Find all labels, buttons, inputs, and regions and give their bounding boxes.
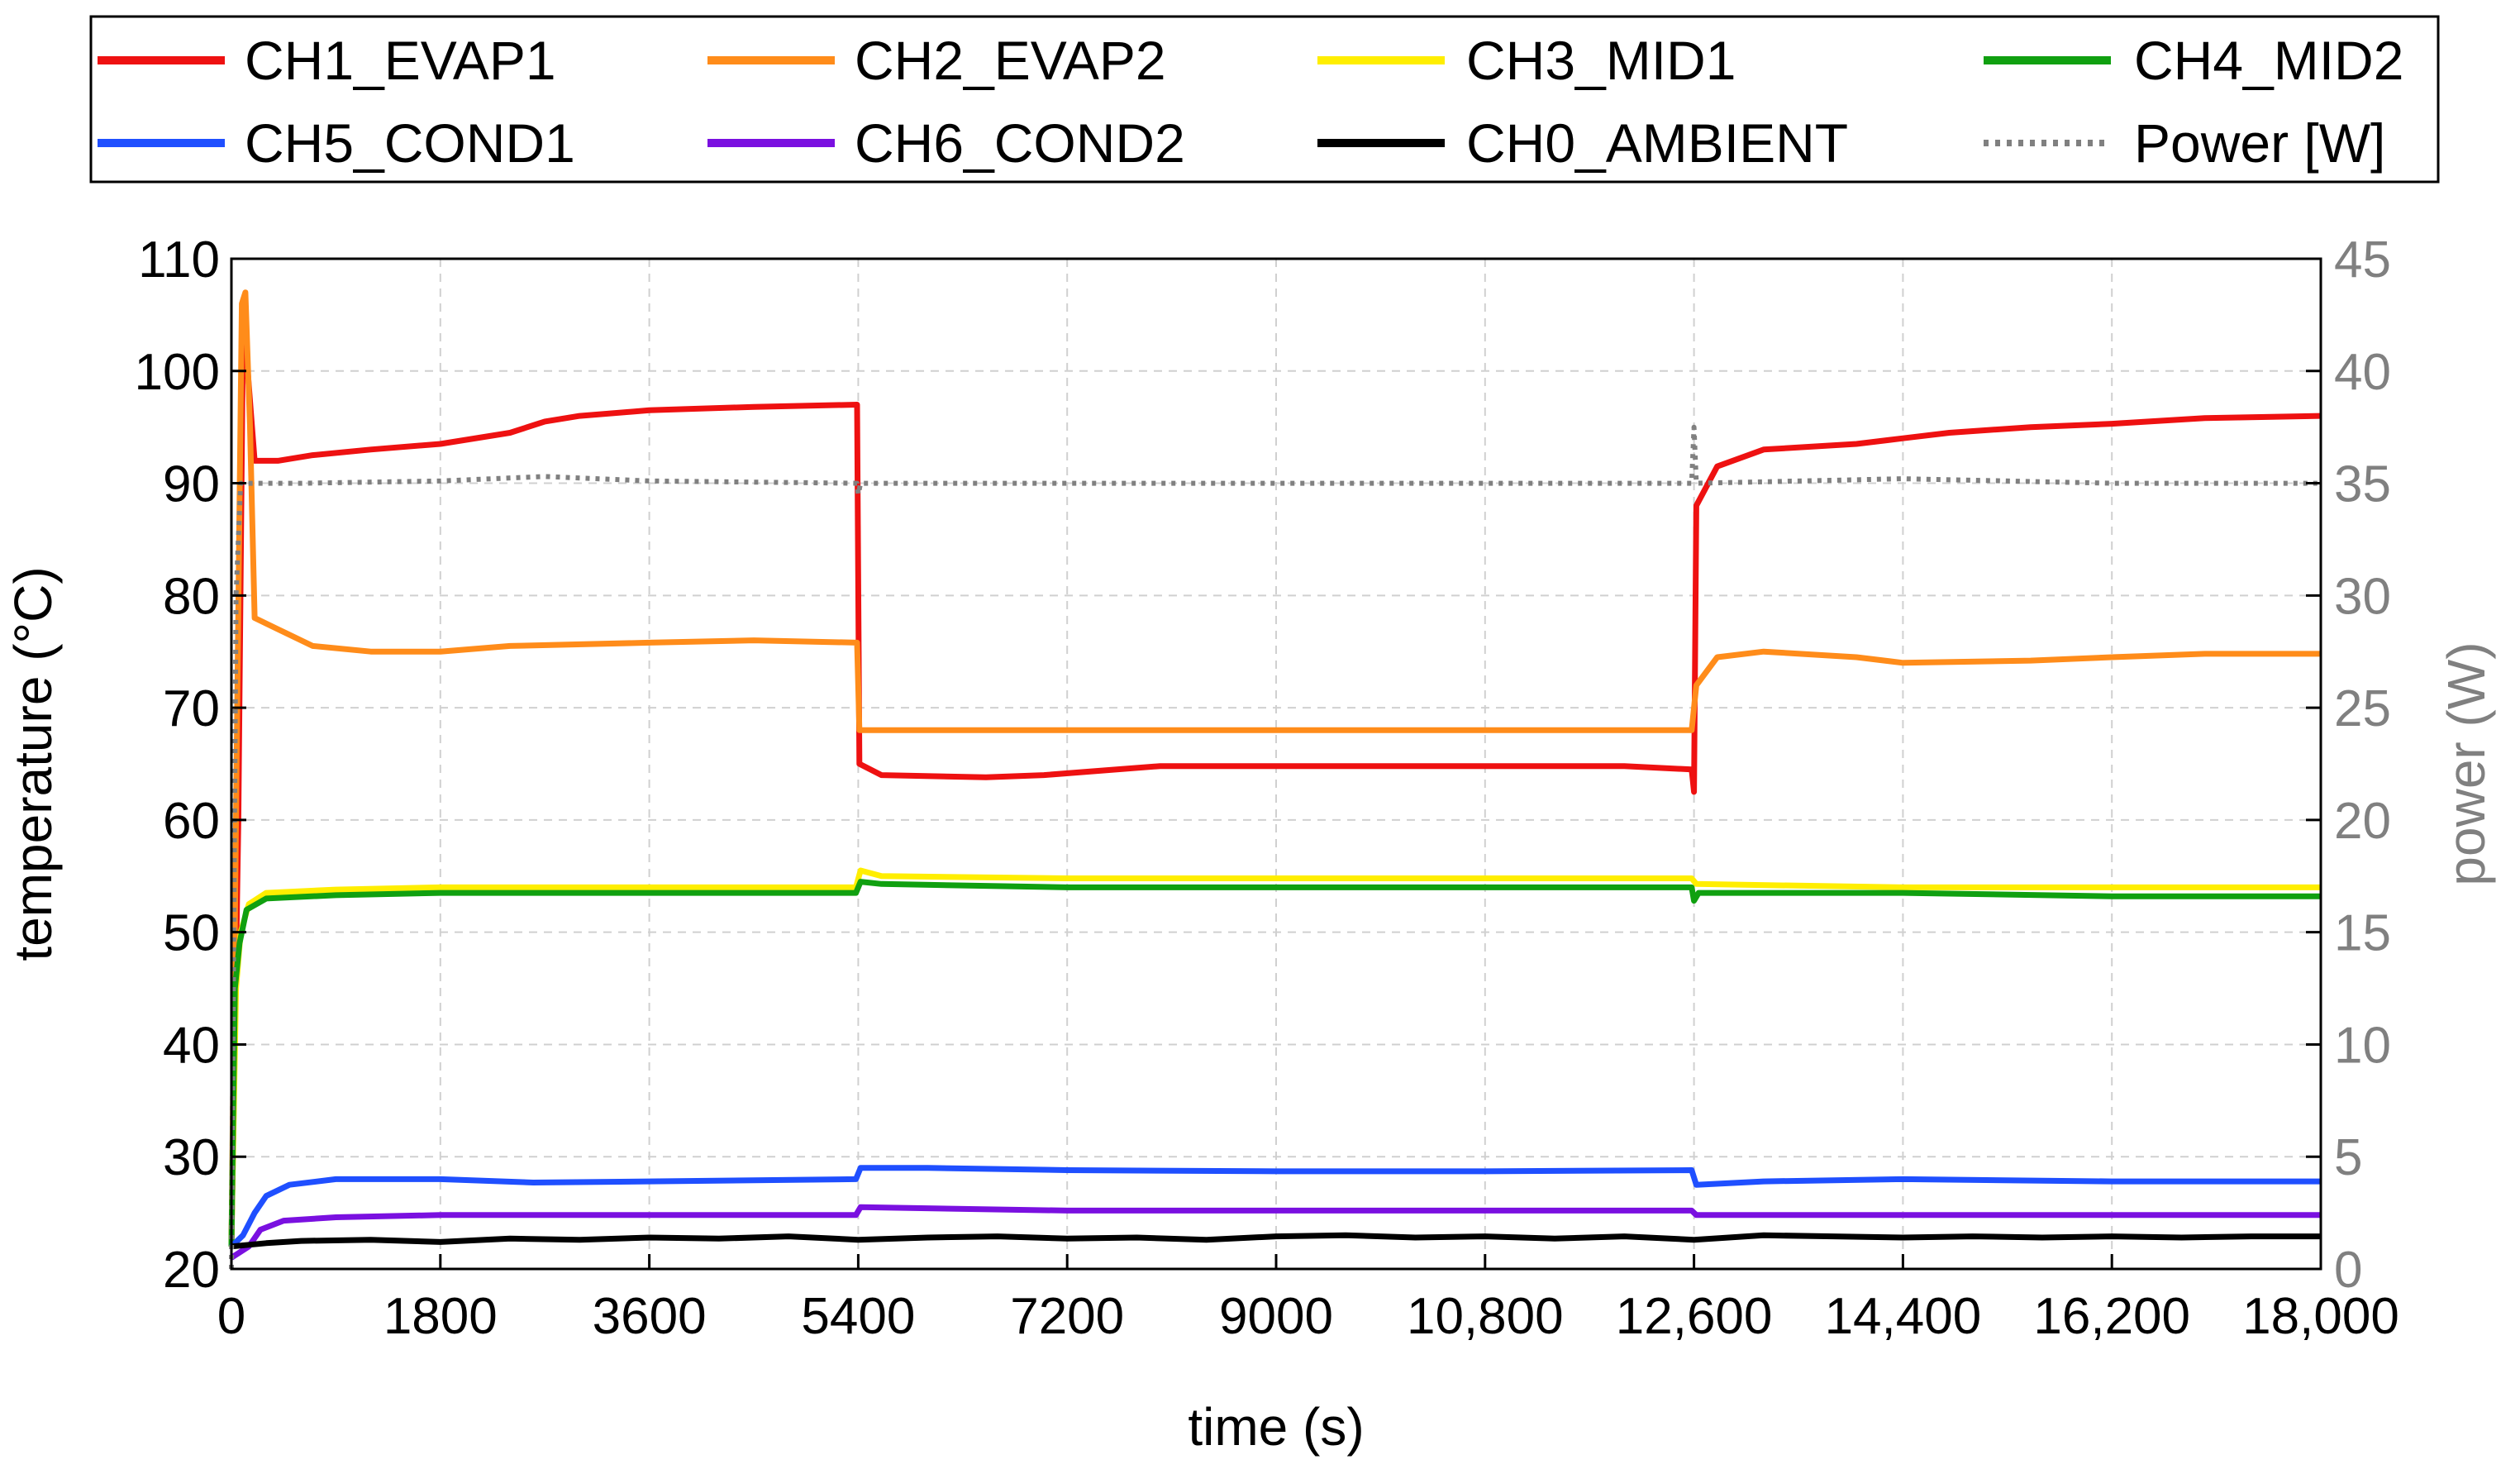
y2-tick-label: 35 bbox=[2334, 456, 2391, 513]
x-axis-title: time (s) bbox=[1188, 1397, 1364, 1457]
series-ch4-mid2 bbox=[228, 879, 2321, 1247]
legend-label-ch2: CH2_EVAP2 bbox=[855, 30, 1166, 91]
x-tick-label: 3600 bbox=[593, 1288, 707, 1345]
legend-label-power: Power [W] bbox=[2134, 112, 2385, 174]
legend-item-ch0: CH0_AMBIENT bbox=[1317, 112, 1848, 174]
y-tick-label: 80 bbox=[163, 568, 220, 625]
legend-label-ch0: CH0_AMBIENT bbox=[1466, 112, 1848, 174]
x-tick-label: 5400 bbox=[801, 1288, 915, 1345]
legend-item-ch6: CH6_COND2 bbox=[707, 112, 1185, 174]
y2-tick-label: 40 bbox=[2334, 344, 2391, 401]
x-tick-label: 1800 bbox=[383, 1288, 498, 1345]
legend-item-ch1: CH1_EVAP1 bbox=[98, 30, 556, 91]
x-tick-label: 12,600 bbox=[1616, 1288, 1773, 1345]
series-ch1-evap1 bbox=[228, 323, 2322, 1247]
series-layer bbox=[228, 289, 2322, 1270]
y-axis-left: 20 30 40 50 60 70 80 90 100 110 bbox=[135, 231, 246, 1299]
y-tick-label: 50 bbox=[163, 905, 220, 962]
y-tick-label: 110 bbox=[138, 231, 220, 289]
series-ch2-evap2 bbox=[228, 289, 2321, 1247]
y2-tick-label: 30 bbox=[2334, 568, 2391, 625]
legend-label-ch3: CH3_MID1 bbox=[1466, 30, 1736, 91]
series-ch3-mid1 bbox=[228, 867, 2321, 1247]
series-ch0-ambient bbox=[231, 1232, 2321, 1250]
plot-area: 0 1800 3600 5400 7200 9000 10,800 12,600 14,400 1… bbox=[135, 231, 2399, 1345]
legend-item-ch4: CH4_MID2 bbox=[1984, 30, 2403, 91]
legend-label-ch1: CH1_EVAP1 bbox=[245, 30, 556, 91]
x-tick-label: 10,800 bbox=[1407, 1288, 1564, 1345]
y2-tick-label: 5 bbox=[2334, 1129, 2362, 1186]
y-tick-label: 100 bbox=[135, 344, 220, 401]
x-tick-label: 16,200 bbox=[2033, 1288, 2190, 1345]
legend-item-power: Power [W] bbox=[1984, 112, 2385, 174]
y-axis-title: temperature (°C) bbox=[3, 566, 63, 961]
series-power-w bbox=[229, 424, 2321, 1270]
legend-frame bbox=[89, 15, 2440, 184]
legend-label-ch4: CH4_MID2 bbox=[2134, 30, 2403, 91]
y2-tick-label: 45 bbox=[2334, 231, 2391, 289]
legend: CH1_EVAP1 CH2_EVAP2 CH3_MID1 CH4_MID2 CH… bbox=[89, 15, 2440, 184]
x-tick-label: 0 bbox=[217, 1288, 245, 1345]
y-tick-label: 60 bbox=[163, 793, 220, 850]
x-tick-label: 18,000 bbox=[2242, 1288, 2399, 1345]
y2-tick-label: 25 bbox=[2334, 680, 2391, 737]
y-tick-label: 20 bbox=[163, 1242, 220, 1299]
x-axis: 0 1800 3600 5400 7200 9000 10,800 12,600 14,400 1… bbox=[217, 1254, 2399, 1345]
y-tick-label: 40 bbox=[163, 1017, 220, 1074]
y-axis-right: 0 5 10 15 20 25 30 35 40 45 bbox=[2306, 231, 2391, 1299]
y-tick-label: 70 bbox=[163, 680, 220, 737]
legend-item-ch2: CH2_EVAP2 bbox=[707, 30, 1166, 91]
y-tick-label: 30 bbox=[163, 1129, 220, 1186]
x-tick-label: 7200 bbox=[1010, 1288, 1124, 1345]
y-tick-label: 90 bbox=[163, 456, 220, 513]
y2-axis-title: power (W) bbox=[2437, 641, 2496, 885]
legend-item-ch3: CH3_MID1 bbox=[1317, 30, 1736, 91]
y2-tick-label: 15 bbox=[2334, 905, 2391, 962]
series-ch5-cond1 bbox=[229, 1165, 2321, 1249]
series-ch6-cond2 bbox=[230, 1204, 2321, 1261]
y2-tick-label: 0 bbox=[2334, 1242, 2362, 1299]
x-tick-label: 14,400 bbox=[1825, 1288, 1982, 1345]
y2-tick-label: 10 bbox=[2334, 1017, 2391, 1074]
legend-item-ch5: CH5_COND1 bbox=[98, 112, 575, 174]
legend-label-ch6: CH6_COND2 bbox=[855, 112, 1185, 174]
x-tick-label: 9000 bbox=[1219, 1288, 1333, 1345]
legend-label-ch5: CH5_COND1 bbox=[245, 112, 575, 174]
y2-tick-label: 20 bbox=[2334, 793, 2391, 850]
